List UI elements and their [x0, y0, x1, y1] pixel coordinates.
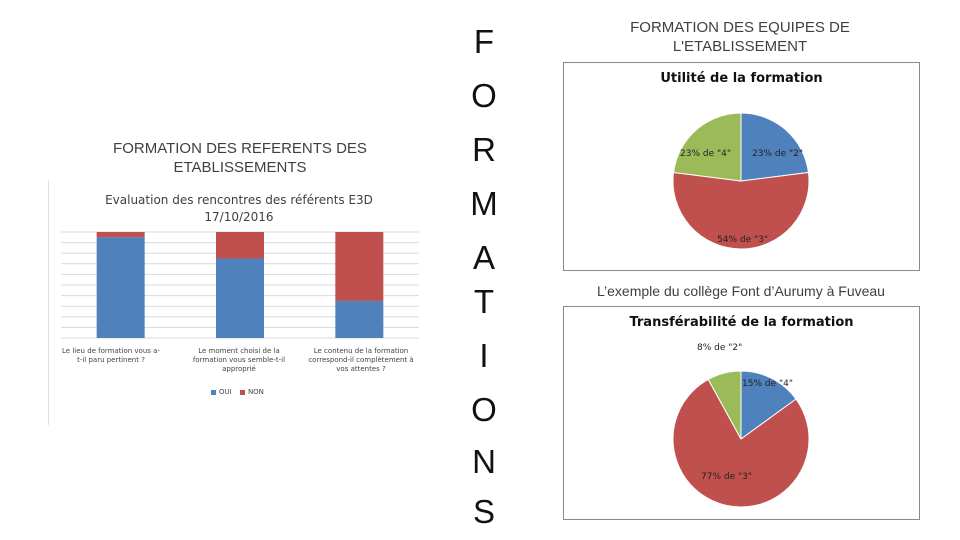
pie-1-label-3: 54% de "3" [717, 235, 768, 245]
letter-3: R [472, 131, 496, 168]
bar-chart [61, 231, 419, 339]
bar-chart-panel: Evaluation des rencontres des référents … [48, 180, 429, 425]
pie-1-slice-2 [672, 171, 810, 250]
pie-2-label-2: 8% de "2" [697, 343, 743, 353]
legend-label-non: NON [247, 388, 264, 396]
pie-chart-1 [672, 112, 810, 250]
bar-oui-2 [216, 258, 264, 338]
pie-1-slice-3 [672, 112, 742, 182]
example-caption: L’exemple du collège Font d’Aurumy à Fuv… [597, 283, 885, 299]
pie-2-slice-1 [740, 370, 797, 440]
left-heading: FORMATION DES REFERENTS DES ETABLISSEMEN… [113, 140, 367, 176]
bar-category-label-2: Le moment choisi de la formation vous se… [192, 347, 286, 373]
legend-label-oui: OUI [219, 388, 232, 396]
letter-7: I [479, 337, 489, 374]
pie-chart-2 [672, 370, 810, 508]
letter-6: T [473, 283, 495, 320]
bar-legend: OUI NON [211, 388, 264, 396]
pie-1-title: Utilité de la formation [660, 71, 823, 86]
letter-5: A [472, 239, 495, 276]
letter-1: F [473, 23, 495, 60]
right-heading: FORMATION DES EQUIPES DE L'ETABLISSEMENT [630, 19, 850, 55]
bar-category-label-1: Le lieu de formation vous a-t-il paru pe… [62, 347, 160, 364]
bar-non-3 [335, 232, 384, 301]
legend-swatch-oui [211, 389, 216, 395]
bar-non-2 [216, 232, 264, 259]
bar-oui-3 [335, 300, 384, 338]
pie-2-label-4: 15% de "4" [742, 379, 793, 389]
letter-4: M [470, 185, 498, 222]
letter-8: O [471, 391, 497, 428]
letter-10: S [472, 493, 495, 530]
pie-2-slice-3 [707, 370, 742, 440]
pie-1-label-2: 23% de "2" [752, 149, 803, 159]
pie-2-slice-2 [672, 378, 810, 508]
legend-swatch-non [239, 389, 245, 395]
pie-chart-1-panel: Utilité de la formation 23% de "4" 23% d… [563, 62, 920, 271]
pie-1-label-4: 23% de "4" [680, 149, 731, 159]
bar-non-1 [96, 232, 145, 238]
letter-2: O [471, 77, 497, 114]
pie-1-slice-1 [740, 112, 810, 182]
bar-chart-title: Evaluation des rencontres des référents … [105, 193, 373, 224]
bar-category-label-3: Le contenu de la formation correspond-il… [308, 347, 414, 373]
letter-9: N [472, 443, 496, 480]
bar-oui-1 [96, 237, 145, 338]
pie-2-title: Transférabilité de la formation [629, 315, 854, 330]
pie-chart-2-panel: Transférabilité de la formation 8% de "2… [563, 306, 920, 520]
pie-2-label-3: 77% de "3" [701, 472, 752, 482]
